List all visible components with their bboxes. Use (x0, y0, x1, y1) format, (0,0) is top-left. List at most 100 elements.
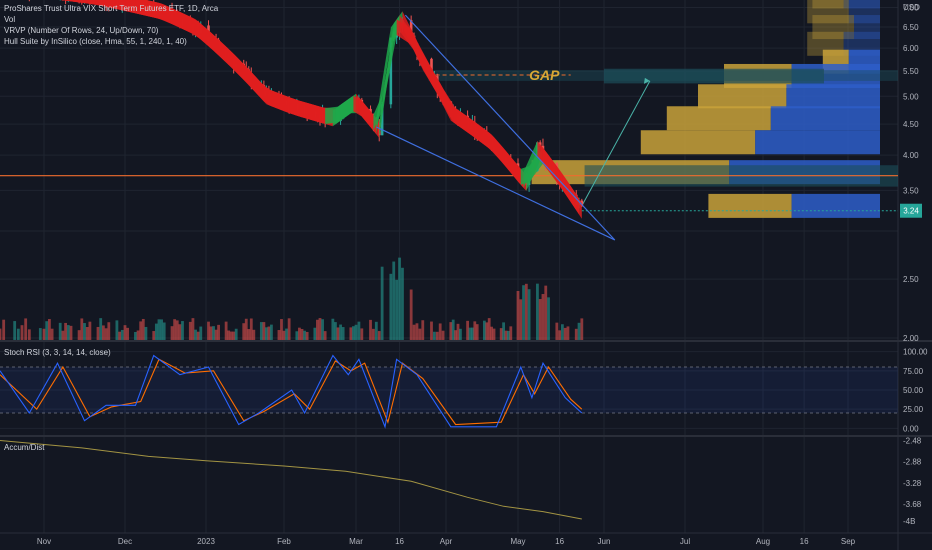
volume-bar (209, 326, 213, 340)
vp-down-bar (807, 0, 849, 24)
volume-bar (247, 329, 251, 340)
volume-bar (69, 325, 73, 340)
ad-tick-label: -4B (903, 517, 915, 526)
price-tick-label: 3.50 (903, 186, 919, 195)
price-tick-label: 2.50 (903, 275, 919, 284)
volume-bar (516, 290, 520, 340)
volume-bar (409, 289, 413, 340)
price-tick-label: 5.00 (903, 92, 919, 101)
gap-label: GAP (529, 67, 560, 83)
volume-bar (42, 328, 46, 340)
volume-profile (531, 0, 880, 218)
time-tick-label: Feb (277, 537, 291, 546)
volume-bar (395, 279, 399, 340)
volume-bar (267, 326, 271, 340)
volume-bar (66, 325, 70, 340)
volume-bar (194, 329, 197, 340)
volume-bar (305, 331, 309, 340)
volume-bar (191, 318, 195, 340)
volume-bar (212, 326, 215, 340)
volume-bar (120, 329, 124, 340)
volume-bar (418, 328, 422, 340)
volume-bar (102, 325, 105, 340)
volume-bar (295, 331, 299, 340)
volume-bar (354, 324, 358, 340)
vp-down-bar (812, 0, 844, 9)
indicator-vol[interactable]: Vol (4, 15, 16, 24)
volume-bar (577, 322, 581, 340)
gap-zone (0, 68, 898, 207)
volume-bar (323, 331, 327, 340)
volume-bar (115, 320, 119, 340)
volume-bar (555, 322, 559, 340)
hull-ribbon (60, 0, 582, 219)
volume-bar (264, 327, 268, 340)
volume-bar (421, 320, 425, 340)
volume-bar (58, 322, 62, 340)
stoch-title[interactable]: Stoch RSI (3, 3, 14, 14, close) (4, 348, 111, 357)
volume-bar (566, 326, 570, 340)
projection-arrowhead (643, 77, 650, 84)
volume-bar (134, 331, 137, 340)
stoch-tick-label: 100.00 (903, 348, 928, 357)
volume-bar (227, 330, 231, 340)
ad-title[interactable]: Accum/Dist (4, 443, 45, 452)
hull-segment (376, 27, 391, 135)
indicator-hull[interactable]: Hull Suite by InSilico (close, Hma, 55, … (4, 37, 187, 46)
indicator-vrvp[interactable]: VRVP (Number Of Rows, 24, Up/Down, 70) (4, 26, 159, 35)
volume-bar (563, 327, 567, 340)
price-tick-label: 6.50 (903, 23, 919, 32)
volume-bar (459, 328, 462, 340)
volume-bar (527, 289, 531, 340)
volume-bar (77, 330, 81, 340)
price-tick-label: 2.00 (903, 334, 919, 343)
price-tick-label: 4.00 (903, 151, 919, 160)
time-tick-label: 16 (555, 537, 564, 546)
volume-bar (188, 321, 192, 340)
stoch-k-line (0, 354, 583, 429)
volume-bar (475, 324, 479, 340)
volume-bar (435, 331, 439, 340)
volume-bar (471, 327, 474, 340)
volume-bar (492, 328, 496, 340)
volume-bar (430, 321, 433, 340)
falling-wedge (376, 14, 616, 241)
volume-bar (38, 328, 42, 340)
volume-bar (451, 319, 455, 340)
stoch-tick-label: 0.00 (903, 424, 919, 433)
volume-bar (27, 329, 31, 340)
price-axis-unit: USD (903, 3, 920, 12)
vp-down-bar (812, 15, 854, 40)
volume-bar (13, 321, 17, 340)
volume-bar (107, 322, 111, 340)
vp-down-bar (698, 84, 787, 109)
volume-bar (80, 318, 84, 340)
vp-up-bar (770, 106, 880, 131)
vp-up-bar (854, 15, 880, 40)
volume-bar (331, 318, 335, 340)
symbol-line[interactable]: ProShares Trust Ultra VIX Short Term Fut… (4, 4, 219, 13)
volume-bar (141, 318, 145, 340)
volume-bar (96, 326, 100, 340)
time-tick-label: Mar (349, 537, 363, 546)
volume-bar (178, 324, 182, 340)
volume-bar (522, 285, 525, 340)
volume-bar (349, 327, 353, 340)
stoch-tick-label: 25.00 (903, 405, 924, 414)
volume-bar (2, 319, 6, 340)
volume-bar (490, 326, 493, 340)
price-tick-label: 5.50 (903, 67, 919, 76)
volume-bar (262, 322, 266, 340)
candle-body (380, 104, 384, 136)
volume-bar (175, 320, 179, 340)
ad-tick-label: -2.88 (903, 458, 922, 467)
volume-bar (536, 283, 539, 340)
vp-up-bar (843, 0, 880, 9)
volume-bar (412, 324, 416, 340)
volume-bar (249, 318, 253, 340)
volume-bar (244, 318, 248, 340)
volume-bar (507, 330, 510, 340)
volume-bars (0, 257, 584, 340)
ad-line (0, 440, 582, 520)
